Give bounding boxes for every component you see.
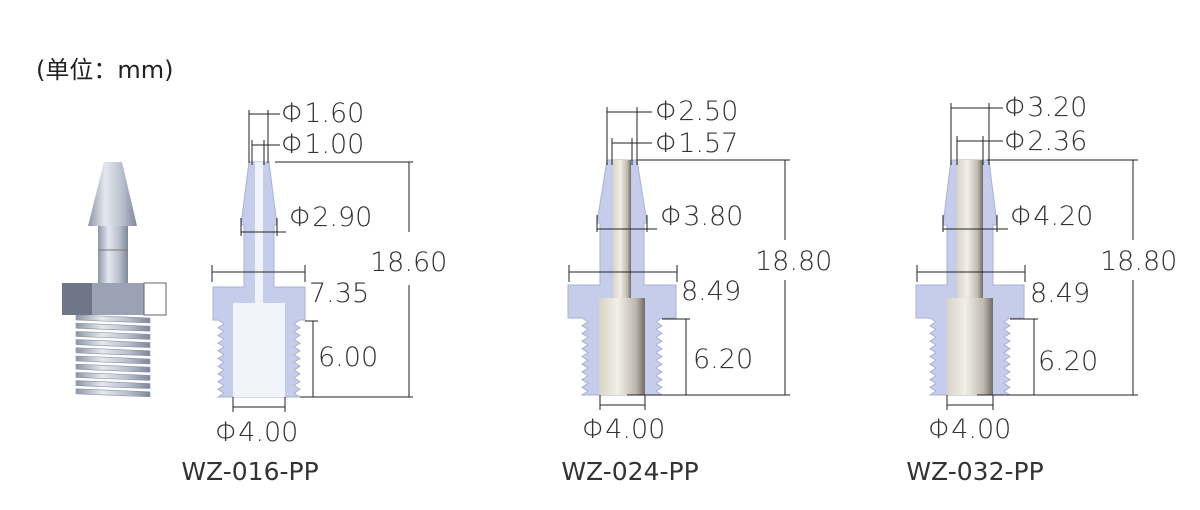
part-2-flange-width: 8.49 (681, 276, 741, 307)
part-2-total-length: 18.80 (755, 246, 832, 277)
part-2-section-view (567, 159, 677, 396)
part-2-dimensions: Φ2.50 Φ1.57 Φ3.80 18.80 8.49 6.20 Φ4.00 … (561, 96, 832, 486)
thread-ridge (75, 331, 151, 340)
part-1-thread-bore: Φ4.00 (215, 417, 298, 448)
thread-ridge (75, 314, 151, 324)
thread-ridge (75, 388, 151, 398)
thread-ridge (75, 355, 151, 365)
thread-ridge (75, 363, 151, 373)
thread-bore (599, 298, 645, 395)
part-1-flange-width: 7.35 (309, 278, 369, 309)
part-3-barb-od: Φ4.20 (1010, 201, 1093, 232)
part-1-barb-od: Φ2.90 (289, 202, 372, 233)
part-2-barb-od: Φ3.80 (660, 201, 743, 232)
thread-ridge (75, 339, 151, 348)
part-3-thread-bore: Φ4.00 (928, 414, 1011, 445)
part-3-flange-width: 8.49 (1030, 278, 1090, 309)
part-1-model: WZ-016-PP (181, 457, 318, 486)
part-1-thread-length: 6.00 (318, 342, 378, 373)
part-2-thread-bore: Φ4.00 (582, 414, 665, 445)
part-1-section-view (212, 161, 306, 398)
part-3-tip-od: Φ3.20 (1004, 92, 1087, 123)
thread-ridge (75, 347, 151, 357)
part-3-dimensions: Φ3.20 Φ2.36 Φ4.20 18.80 8.49 6.20 Φ4.00 … (906, 92, 1177, 486)
thread-ridge (75, 372, 151, 381)
part-1-total-length: 18.60 (370, 247, 447, 278)
part-3-total-length: 18.80 (1100, 246, 1177, 277)
fitting-3d-view (62, 162, 167, 398)
part-1-dimensions: Φ1.60 Φ1.00 Φ2.90 18.60 7.35 6.00 Φ4.00 … (181, 98, 447, 486)
part-2-tip-id: Φ1.57 (655, 128, 738, 159)
part-3-model: WZ-032-PP (906, 457, 1043, 486)
unit-label: (单位：mm) (36, 56, 173, 84)
thread-ridge (75, 380, 151, 389)
part-2-thread-length: 6.20 (693, 344, 753, 375)
part-2-model: WZ-024-PP (561, 457, 698, 486)
thread-bore (233, 303, 285, 397)
part-2-tip-od: Φ2.50 (655, 96, 738, 127)
part-1-tip-od: Φ1.60 (281, 98, 364, 129)
part-3-thread-length: 6.20 (1038, 346, 1098, 377)
part-3-section-view (915, 159, 1025, 396)
part-1-tip-id: Φ1.00 (281, 129, 364, 160)
part-3-tip-id: Φ2.36 (1004, 126, 1087, 157)
thread-bore (947, 298, 993, 395)
thread-ridge (75, 322, 151, 332)
